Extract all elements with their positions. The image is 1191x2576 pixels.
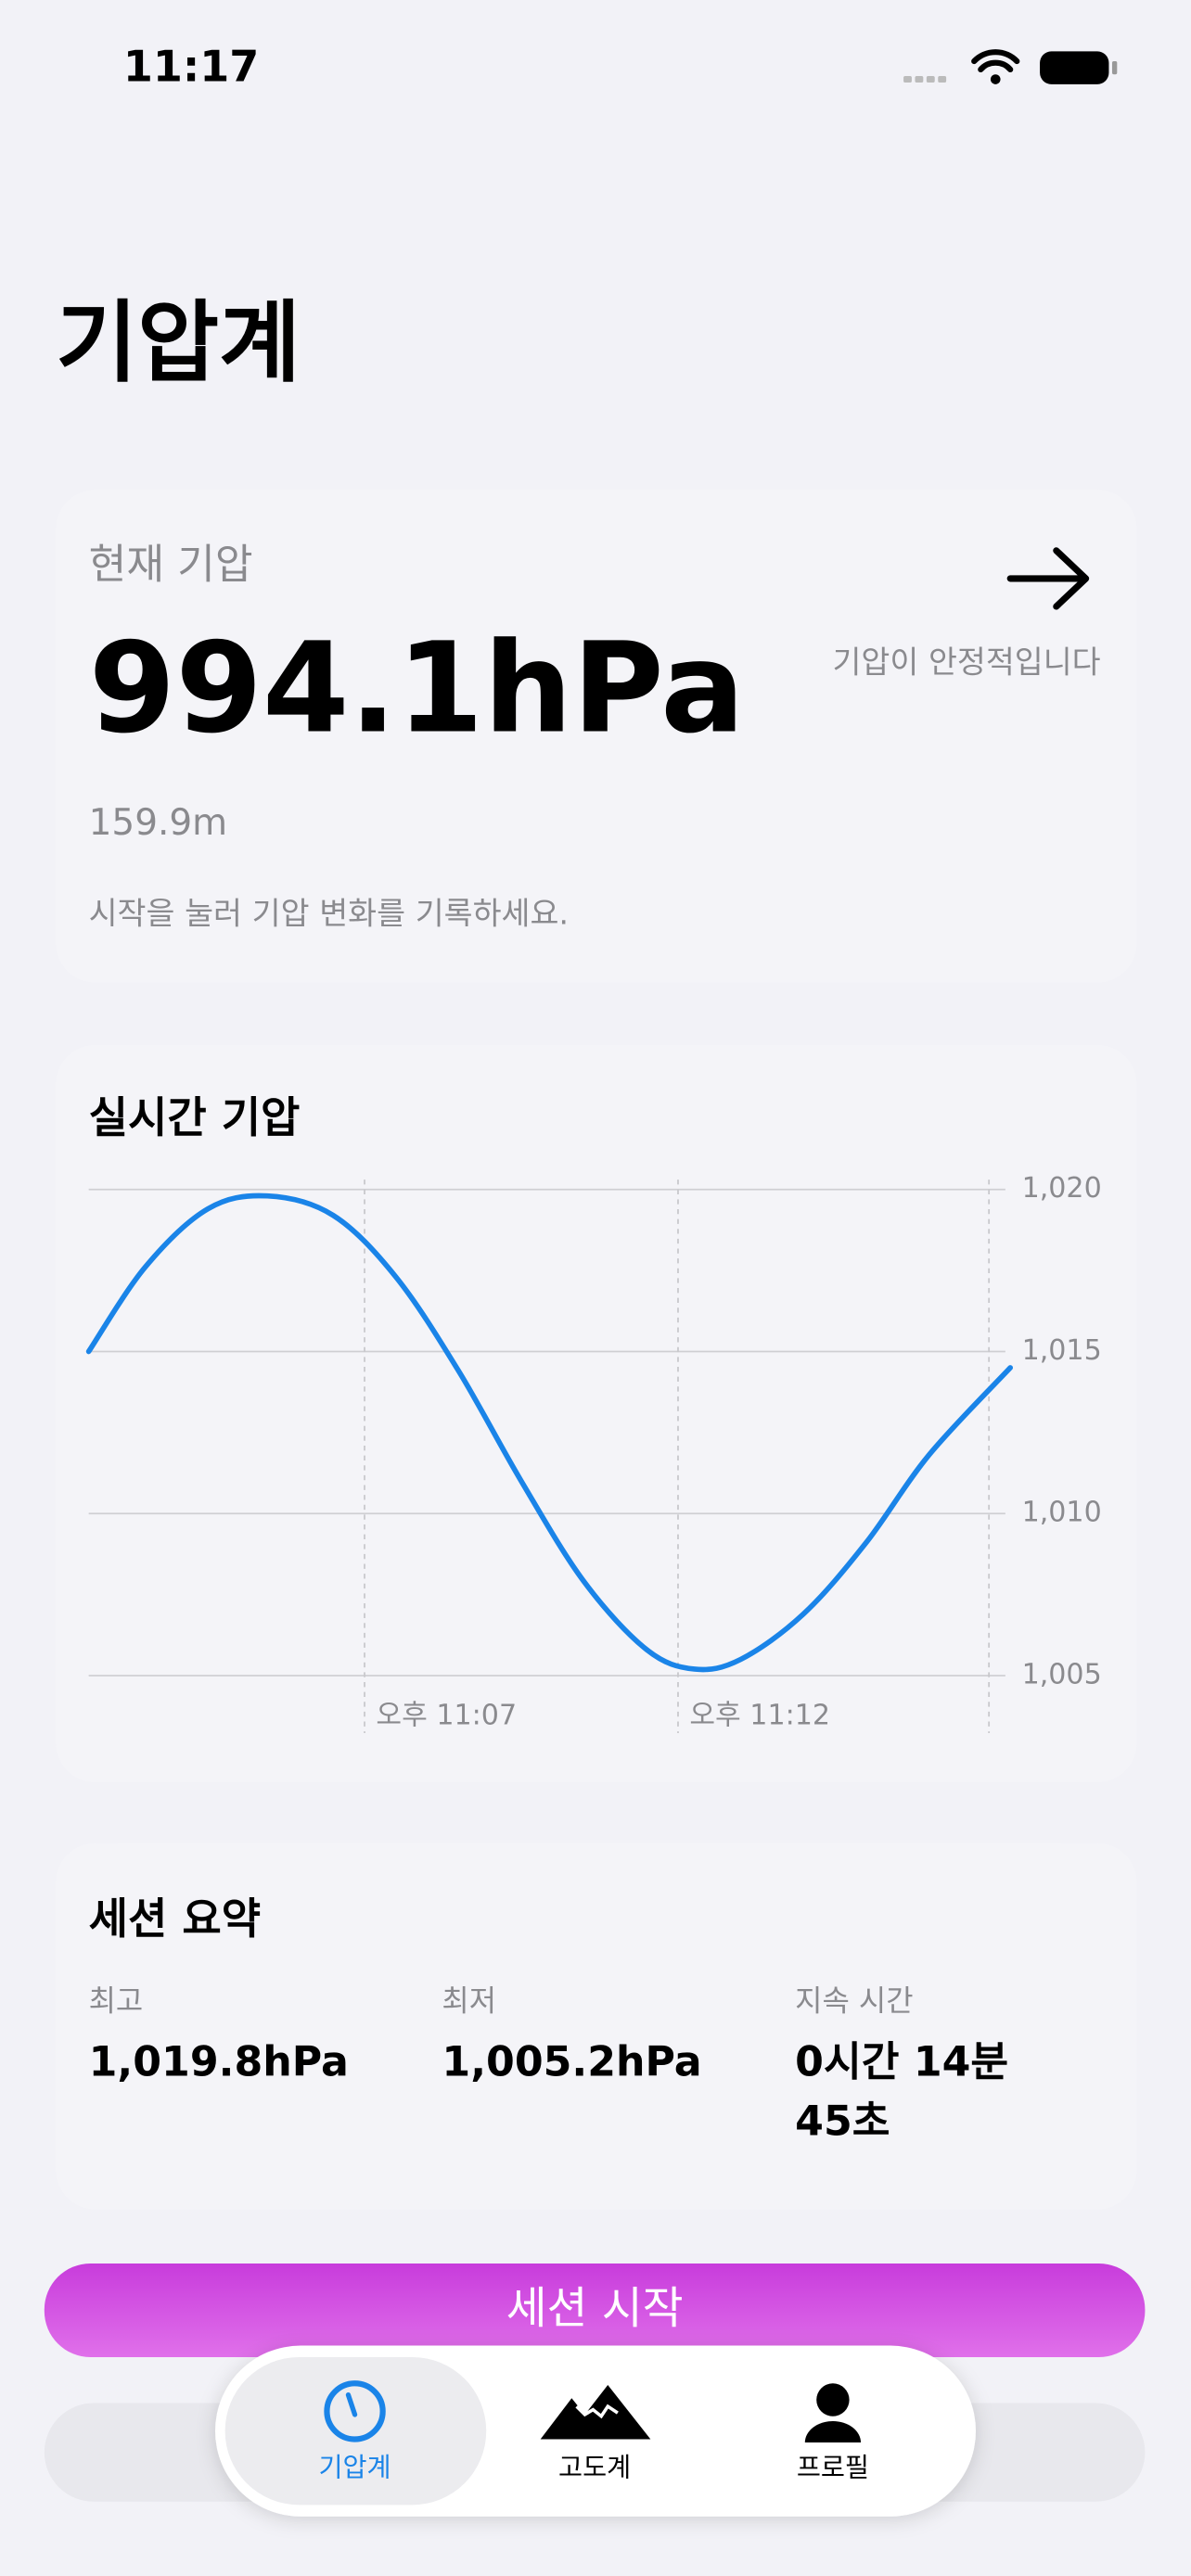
current-pressure: 994.1hPa (89, 616, 745, 761)
chart-title: 실시간 기압 (89, 1092, 301, 1142)
wifi (971, 49, 1020, 72)
tab-icon-person-body (804, 2421, 862, 2443)
y-tick-label: 1,020 (1022, 1172, 1102, 1205)
x-tick-label: 오후 11:07 (376, 1700, 517, 1732)
page-title: 기압계 (56, 290, 301, 394)
y-tick-label: 1,010 (1022, 1497, 1102, 1529)
stat-value: 1,019.8hPa (89, 2039, 349, 2086)
wifi-dot (990, 74, 1001, 84)
tab-icon-snow (575, 2404, 619, 2419)
plot: 1,005 1,010 1,015 1,020 오후 11:07 오후 11:12 (85, 1172, 1102, 1733)
x-tick-label: 오후 11:12 (689, 1700, 830, 1732)
trend-arrow (1006, 547, 1090, 610)
signal (903, 75, 947, 83)
stat-value: 0시간 14분 (795, 2039, 1008, 2086)
summary-title: 세션 요약 (89, 1894, 261, 1944)
battery (1040, 51, 1109, 84)
stat-value: 1,005.2hPa (442, 2039, 701, 2086)
hint: 시작을 눌러 기압 변화를 기록하세요. (89, 895, 569, 931)
current-card (56, 490, 1137, 983)
current-label: 현재 기압 (89, 542, 253, 589)
stat-value: 45초 (795, 2098, 890, 2145)
altitude: 159.9m (89, 802, 227, 844)
line-series (85, 1192, 1014, 1673)
y-tick-label: 1,005 (1022, 1658, 1102, 1690)
tab-label[interactable]: 기압계 (318, 2452, 391, 2482)
tab-selected (224, 2356, 487, 2506)
stat-label: 최저 (442, 1983, 496, 2018)
stat-label: 최고 (89, 1983, 144, 2018)
stat-label: 지속 시간 (795, 1983, 913, 2018)
start-button[interactable] (44, 2263, 1146, 2357)
tab-icon-gauge (324, 2380, 386, 2442)
start-button-label[interactable]: 세션 시작 (506, 2283, 684, 2334)
tab-label[interactable]: 고도계 (558, 2452, 631, 2482)
summary-card (56, 1843, 1137, 2210)
trend: 기압이 안정적입니다 (832, 644, 1100, 681)
tab-label[interactable]: 프로필 (797, 2452, 869, 2482)
status-time: 11:17 (123, 41, 260, 91)
y-tick-label: 1,015 (1022, 1334, 1102, 1367)
tab-icon-person-head (816, 2383, 850, 2417)
battery-tip (1111, 61, 1118, 75)
chart-card (56, 1044, 1137, 1783)
